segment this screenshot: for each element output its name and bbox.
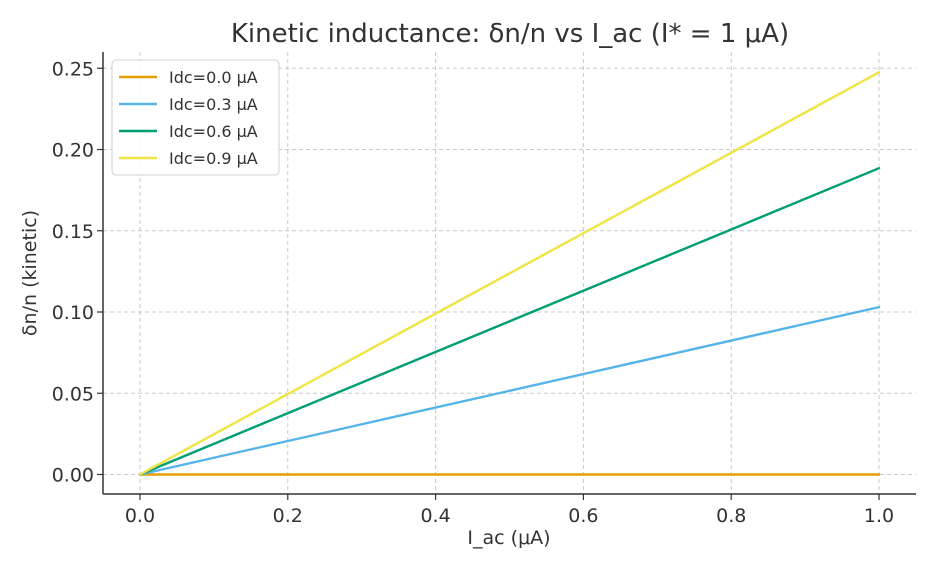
y-ticks: 0.00 0.05 0.10 0.15 0.20 0.25 bbox=[52, 58, 103, 487]
x-tick-label: 1.0 bbox=[864, 505, 894, 527]
legend-label-2: Idc=0.6 μA bbox=[169, 122, 258, 141]
series-lines bbox=[138, 71, 881, 476]
y-axis-label: δn/n (kinetic) bbox=[19, 210, 41, 336]
legend: Idc=0.0 μA Idc=0.3 μA Idc=0.6 μA Idc=0.9 μA bbox=[111, 59, 280, 176]
legend-label-3: Idc=0.9 μA bbox=[169, 149, 258, 168]
y-tick-label: 0.20 bbox=[52, 140, 94, 162]
chart-title: Kinetic inductance: δn/n vs I_ac (I* = 1… bbox=[231, 19, 789, 49]
x-tick-label: 0.0 bbox=[125, 505, 155, 527]
legend-box bbox=[111, 59, 280, 176]
y-tick-label: 0.25 bbox=[52, 58, 94, 80]
y-tick-label: 0.15 bbox=[52, 221, 94, 243]
series-line-3 bbox=[138, 71, 881, 476]
series-line-1 bbox=[138, 305, 881, 476]
legend-label-0: Idc=0.0 μA bbox=[169, 68, 258, 87]
x-tick-label: 0.4 bbox=[420, 505, 450, 527]
y-tick-label: 0.05 bbox=[52, 383, 94, 405]
legend-label-1: Idc=0.3 μA bbox=[169, 95, 258, 114]
y-tick-label: 0.00 bbox=[52, 465, 94, 487]
x-tick-label: 0.8 bbox=[716, 505, 746, 527]
x-tick-label: 0.2 bbox=[273, 505, 303, 527]
x-ticks: 0.0 0.2 0.4 0.6 0.8 1.0 bbox=[125, 494, 894, 527]
x-tick-label: 0.6 bbox=[568, 505, 598, 527]
y-tick-label: 0.10 bbox=[52, 302, 94, 324]
series-line-2 bbox=[138, 166, 881, 476]
x-axis-label: I_ac (μA) bbox=[467, 527, 550, 549]
